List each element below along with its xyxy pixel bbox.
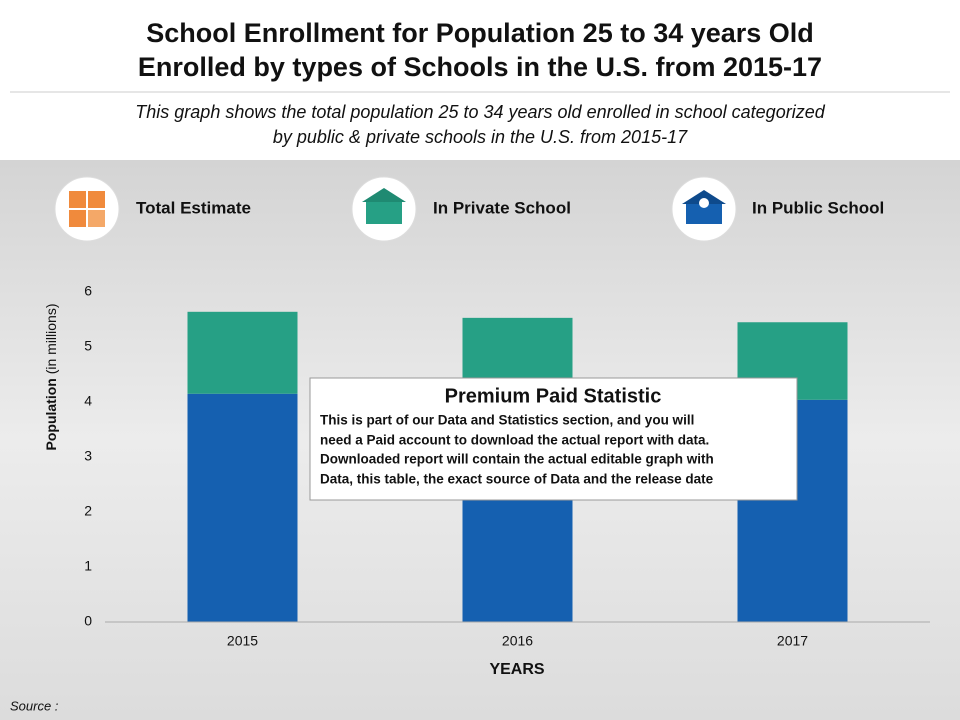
- y-axis-label: Population (in millions): [43, 303, 59, 450]
- y-tick-label: 0: [84, 613, 92, 629]
- legend-label: In Private School: [433, 198, 571, 217]
- x-tick-label: 2016: [502, 633, 533, 649]
- chart-title: Enrolled by types of Schools in the U.S.…: [138, 52, 822, 82]
- y-axis-label: Population: [43, 378, 59, 450]
- legend: Total Estimate In Private School In Publ…: [54, 176, 884, 242]
- legend-icon: [366, 200, 402, 224]
- notice-title: Premium Paid Statistic: [445, 385, 662, 407]
- x-tick-label: 2017: [777, 633, 808, 649]
- x-tick-label: 2015: [227, 633, 258, 649]
- subtitle: by public & private schools in the U.S. …: [273, 127, 688, 147]
- legend-icon: [88, 191, 105, 208]
- y-axis-unit: (in millions): [43, 303, 59, 374]
- y-tick-label: 4: [84, 393, 92, 409]
- legend-icon: [682, 190, 726, 204]
- legend-label: In Public School: [752, 198, 884, 217]
- legend-label: Total Estimate: [136, 198, 251, 217]
- notice-text: This is part of our Data and Statistics …: [320, 413, 694, 428]
- notice-text: Data, this table, the exact source of Da…: [320, 472, 714, 487]
- bar-segment: [187, 393, 298, 622]
- legend-icon: [69, 191, 86, 208]
- bar-segment: [187, 311, 298, 394]
- y-tick-label: 3: [84, 448, 92, 464]
- notice-text: need a Paid account to download the actu…: [320, 433, 709, 448]
- source-label: Source :: [10, 698, 59, 713]
- legend-icon: [88, 210, 105, 227]
- subtitle: This graph shows the total population 25…: [135, 102, 825, 122]
- chart-title: School Enrollment for Population 25 to 3…: [146, 18, 814, 48]
- notice-text: Downloaded report will contain the actua…: [320, 452, 714, 467]
- legend-icon: [699, 198, 709, 208]
- y-tick-label: 5: [84, 338, 92, 354]
- y-tick-label: 2: [84, 503, 92, 519]
- legend-icon: [69, 210, 86, 227]
- legend-icon: [54, 176, 120, 242]
- legend-icon: [686, 202, 722, 224]
- notice-box: [309, 377, 798, 501]
- y-tick-label: 1: [84, 558, 92, 574]
- x-axis-label: YEARS: [489, 661, 544, 678]
- notice: Premium Paid Statistic This is part of o…: [309, 377, 798, 501]
- legend-icon: [362, 188, 406, 202]
- y-tick-label: 6: [84, 283, 92, 299]
